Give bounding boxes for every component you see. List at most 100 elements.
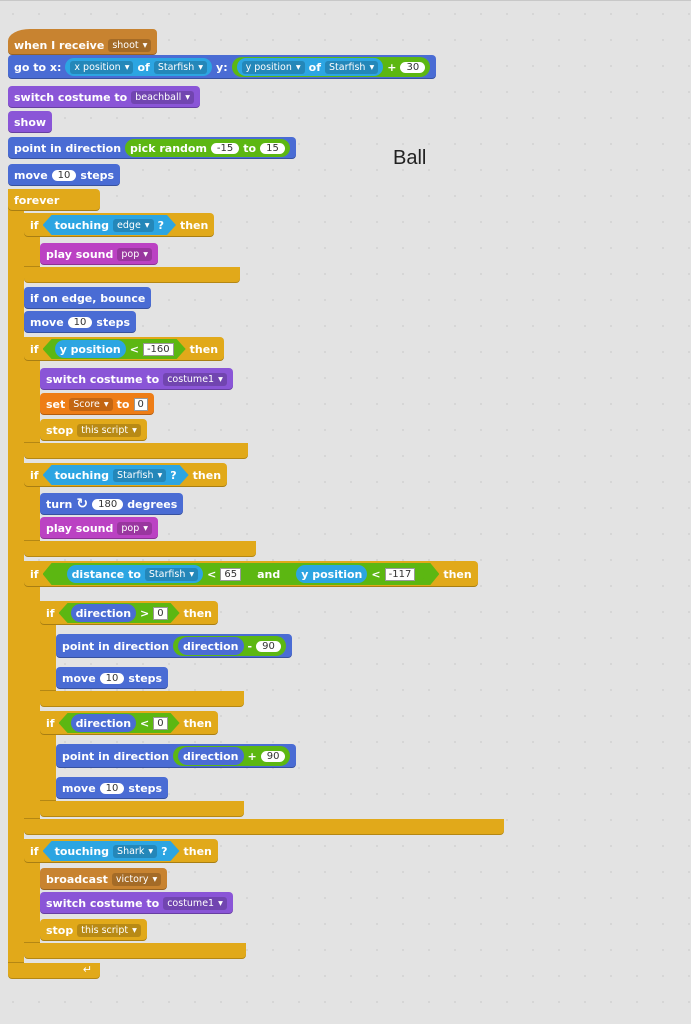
dropdown[interactable]: costume1 ▾ [163, 896, 227, 910]
dropdown[interactable]: pop ▾ [117, 521, 153, 535]
dropdown[interactable]: x position ▾ [70, 60, 134, 74]
block[interactable]: switch costume to beachball ▾ [8, 86, 201, 108]
dropdown[interactable]: this script ▾ [77, 423, 141, 437]
text: 0 [157, 717, 164, 729]
label: steps [96, 316, 130, 329]
label: steps [80, 169, 114, 182]
dropdown[interactable]: edge ▾ [113, 219, 154, 232]
label: if [30, 845, 39, 858]
arrow: ▾ [132, 424, 137, 436]
block[interactable]: move 10 steps [56, 667, 169, 689]
label: point in direction [14, 142, 121, 155]
block[interactable]: stop this script ▾ [40, 419, 147, 441]
block[interactable]: forever [8, 189, 100, 211]
label: touching [55, 469, 109, 482]
block[interactable]: if touching edge ▾? then [24, 213, 215, 237]
block[interactable]: if direction >0 then [40, 601, 219, 625]
text: of [308, 60, 322, 74]
text: 10 [73, 316, 87, 328]
block[interactable]: when I receive shoot ▾ [8, 29, 158, 55]
block[interactable]: show [8, 111, 53, 133]
text: go to x: [14, 60, 62, 74]
block[interactable]: if direction <0 then [40, 711, 219, 735]
dropdown[interactable]: y position ▾ [241, 60, 305, 74]
arrow: ▾ [185, 91, 191, 103]
dropdown[interactable]: beachball ▾ [131, 90, 195, 104]
label: then [443, 568, 471, 581]
block[interactable]: switch costume to costume1 ▾ [40, 892, 233, 914]
text: forever [14, 193, 60, 207]
text: then [192, 468, 222, 482]
block[interactable]: if on edge, bounce [24, 287, 152, 309]
number-input: 15 [260, 142, 285, 154]
block[interactable]: turn ↻ 180 degrees [40, 493, 184, 515]
text: touching [54, 468, 110, 482]
text: Starfish [329, 61, 366, 73]
label: switch costume to [46, 897, 159, 910]
text: ? [161, 844, 168, 858]
block[interactable]: play sound pop ▾ [40, 243, 159, 265]
text: shoot [112, 39, 139, 51]
dropdown[interactable]: Starfish ▾ [325, 60, 379, 74]
text: Shark [117, 845, 145, 857]
text-input: 65 [220, 568, 241, 581]
boolean: y position < -117 [284, 564, 427, 584]
block[interactable]: if touching Starfish ▾? then [24, 463, 228, 487]
reporter: direction +90 [173, 746, 291, 766]
block[interactable]: point in direction direction +90 [56, 744, 297, 768]
arrow: ▾ [143, 522, 149, 534]
number-input: 30 [400, 61, 426, 73]
block[interactable]: move 10 steps [24, 311, 137, 333]
text: 90 [266, 750, 280, 762]
block[interactable]: point in direction direction -90 [56, 634, 292, 658]
label: set [46, 398, 65, 411]
dropdown[interactable]: victory ▾ [111, 872, 162, 886]
dropdown[interactable]: shoot ▾ [108, 38, 152, 52]
text: 10 [105, 672, 119, 684]
text: pick random [130, 141, 207, 155]
block[interactable]: stop this script ▾ [40, 919, 147, 941]
reporter: y position ▾ of Starfish ▾ +30 [231, 57, 431, 77]
text: and [257, 567, 281, 581]
text: Starfish [148, 568, 186, 580]
text: then [183, 606, 213, 620]
label: if [30, 469, 39, 482]
text-input: -117 [385, 568, 416, 581]
block[interactable]: if distance to Starfish ▾ <65 and y position < -… [24, 561, 478, 587]
label: ? [170, 469, 176, 482]
label: degrees [127, 498, 177, 511]
block[interactable]: switch costume to costume1 ▾ [40, 368, 233, 390]
text: steps [96, 315, 131, 329]
text: 30 [406, 61, 420, 73]
reporter: direction [71, 714, 136, 732]
block[interactable]: if touching Shark ▾? then [24, 839, 218, 863]
label: < [207, 568, 216, 581]
dropdown[interactable]: Starfish ▾ [153, 60, 208, 74]
label: steps [128, 672, 162, 685]
dropdown[interactable]: pop ▾ [117, 247, 153, 261]
text: 65 [224, 568, 238, 580]
text: < [207, 567, 217, 581]
dropdown[interactable]: Score ▾ [69, 397, 113, 411]
arrow: ▾ [132, 924, 137, 936]
block[interactable]: if y position < -160 then [24, 337, 225, 361]
block[interactable]: set Score ▾ to 0 [40, 393, 154, 415]
block[interactable]: play sound pop ▾ [40, 517, 159, 539]
text: distance to [71, 567, 141, 581]
block[interactable]: move 10 steps [8, 164, 121, 186]
block[interactable]: move 10 steps [56, 777, 169, 799]
label: if on edge, bounce [30, 292, 145, 305]
reporter: y position ▾ of Starfish ▾ [236, 58, 384, 76]
dropdown[interactable]: costume1 ▾ [163, 372, 227, 386]
dropdown[interactable]: Shark ▾ [113, 845, 157, 858]
block[interactable]: point in direction pick random -15 to 15 [8, 137, 296, 159]
dropdown[interactable]: Starfish ▾ [145, 568, 198, 581]
dropdown[interactable]: Starfish ▾ [113, 469, 166, 482]
block[interactable]: broadcast victory ▾ [40, 868, 168, 890]
text: then [189, 342, 219, 356]
block[interactable]: go to x: x position ▾ of Starfish ▾ y: y positi… [8, 55, 437, 79]
label: y position [301, 568, 362, 581]
text: this script [81, 424, 129, 436]
dropdown[interactable]: this script ▾ [77, 923, 141, 937]
text: edge [117, 219, 141, 231]
